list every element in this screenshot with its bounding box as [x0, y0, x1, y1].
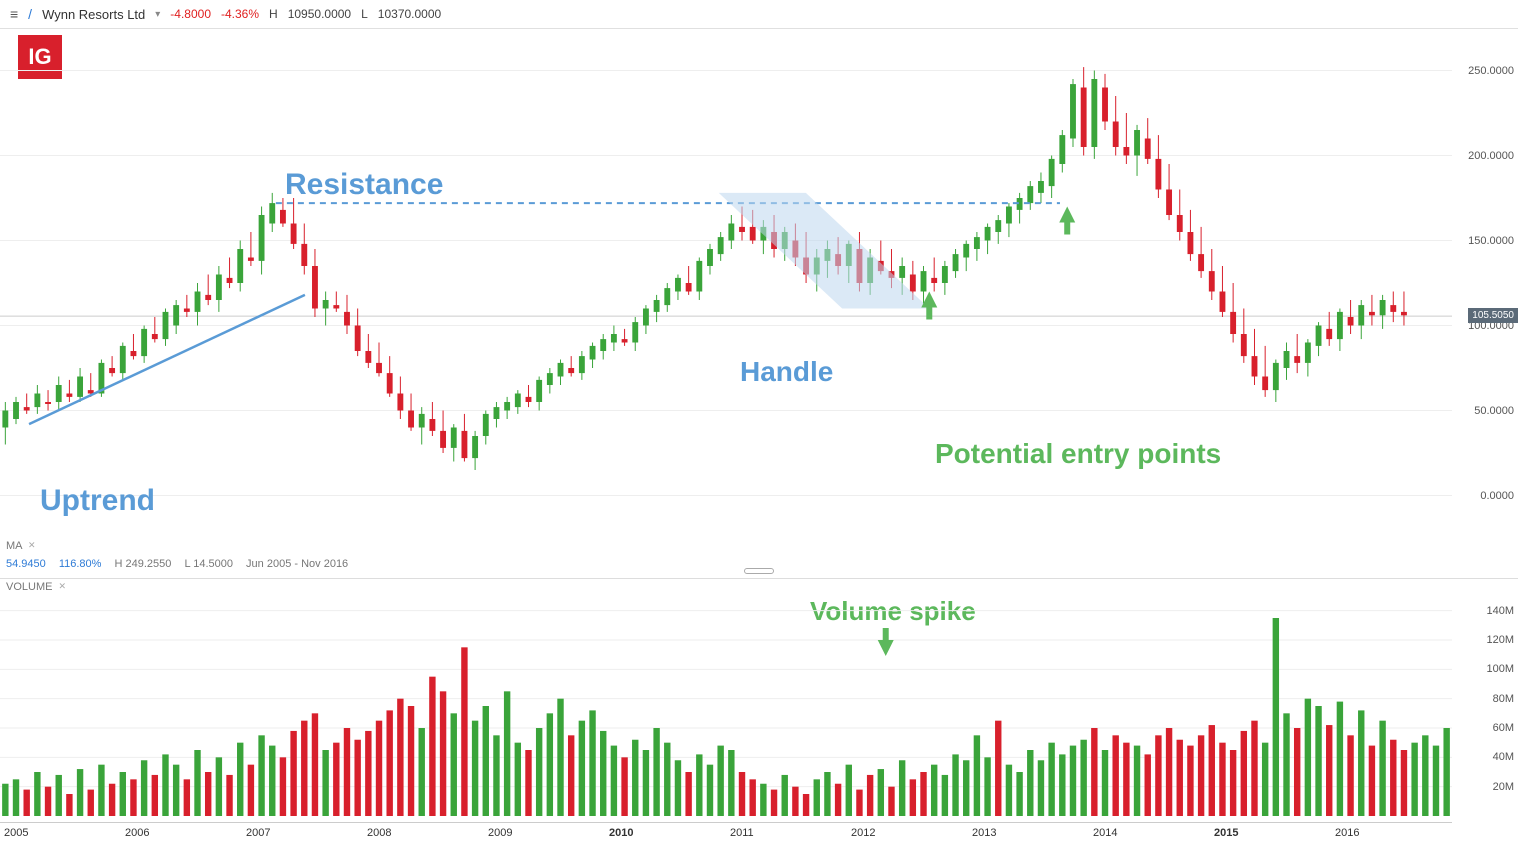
volume-canvas [0, 596, 1452, 816]
ma-range: Jun 2005 - Nov 2016 [246, 558, 348, 570]
volume-indicator-label: VOLUME ✕ [0, 578, 1518, 595]
year-label: 2005 [4, 827, 28, 839]
price-y-axis: 0.000050.0000100.0000150.0000200.0000250… [1452, 28, 1518, 538]
year-label: 2010 [609, 827, 633, 839]
ma-high: H 249.2550 [115, 558, 172, 570]
year-label: 2012 [851, 827, 875, 839]
ma-val2: 116.80% [59, 558, 102, 570]
symbol-name[interactable]: Wynn Resorts Ltd [42, 7, 145, 22]
low-value: 10370.0000 [378, 7, 441, 21]
resistance-label: Resistance [285, 168, 443, 202]
year-label: 2006 [125, 827, 149, 839]
price-canvas [0, 28, 1452, 538]
year-label: 2007 [246, 827, 270, 839]
year-label: 2011 [730, 827, 754, 839]
handle-label: Handle [740, 356, 833, 388]
close-icon[interactable]: ✕ [59, 581, 67, 591]
ma-val1: 54.9450 [6, 558, 46, 570]
year-label: 2008 [367, 827, 391, 839]
low-label: L [361, 7, 368, 21]
ma-indicator-label: MA ✕ [0, 538, 1518, 554]
year-label: 2016 [1335, 827, 1359, 839]
menu-icon[interactable]: ≡ [10, 6, 18, 22]
ma-low: L 14.5000 [184, 558, 233, 570]
pane-resize-handle[interactable] [744, 568, 774, 574]
slash-icon: / [28, 6, 32, 22]
entry-points-label: Potential entry points [935, 438, 1221, 470]
change-abs: -4.8000 [170, 7, 211, 21]
year-label: 2015 [1214, 827, 1238, 839]
volume-chart[interactable]: Volume spike [0, 596, 1452, 816]
chart-header: ≡ / Wynn Resorts Ltd ▾ -4.8000 -4.36% H … [0, 0, 1518, 29]
uptrend-label: Uptrend [40, 484, 155, 518]
year-label: 2014 [1093, 827, 1117, 839]
volume-label[interactable]: VOLUME [6, 581, 52, 593]
year-label: 2013 [972, 827, 996, 839]
high-label: H [269, 7, 278, 21]
time-axis: 2005 2006 2007 2008 2009 2010 2011 2012 2013 2014… [0, 822, 1452, 848]
chevron-down-icon[interactable]: ▾ [155, 9, 160, 20]
ma-label[interactable]: MA [6, 540, 22, 552]
high-value: 10950.0000 [288, 7, 351, 21]
close-icon[interactable]: ✕ [28, 540, 36, 550]
change-pct: -4.36% [221, 7, 259, 21]
price-chart[interactable]: 0.000050.0000100.0000150.0000200.0000250… [0, 28, 1518, 538]
volume-y-axis: 20M40M60M80M100M120M140M [1452, 596, 1518, 816]
year-label: 2009 [488, 827, 512, 839]
